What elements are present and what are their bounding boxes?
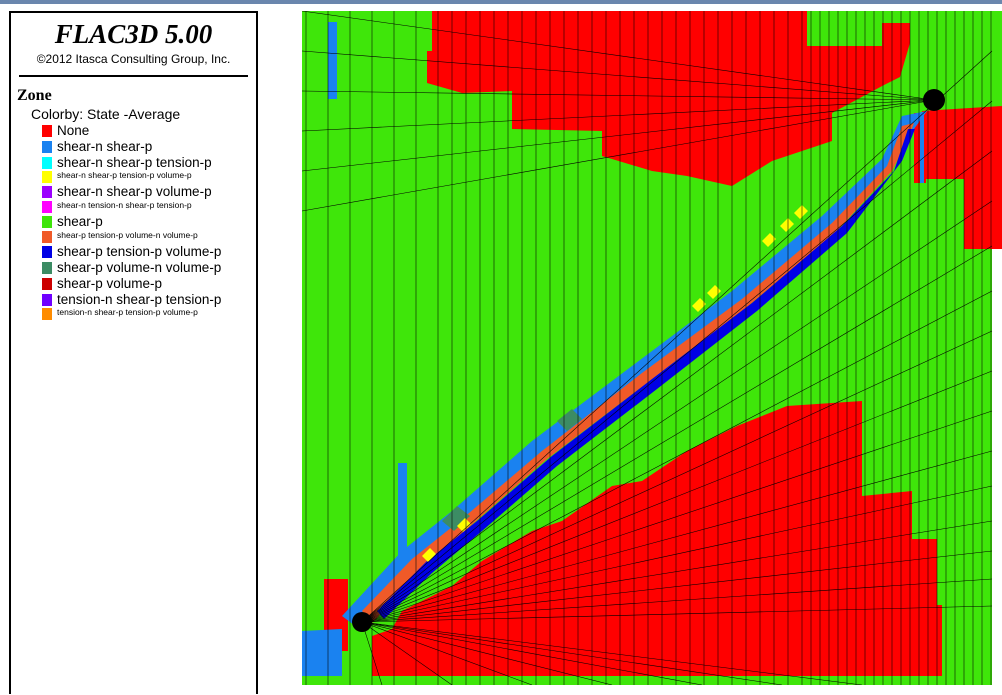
left-tunnel-blue xyxy=(302,629,342,676)
legend-divider xyxy=(19,75,248,77)
legend-swatch xyxy=(42,308,52,320)
shear-band-orange xyxy=(362,123,914,623)
legend-entry: shear-n tension-n shear-p tension-p xyxy=(42,199,257,213)
mesh-line xyxy=(361,621,863,685)
band-volume-n-2 xyxy=(557,409,582,431)
mesh-line xyxy=(361,621,613,685)
band-yellow-6 xyxy=(780,218,794,232)
legend-swatch xyxy=(42,216,52,228)
legend-label: shear-p tension-p volume-p xyxy=(57,244,222,259)
app-title: FLAC3D 5.00 xyxy=(54,19,213,49)
right-margin xyxy=(992,249,1002,685)
legend-label: shear-p volume-n volume-p xyxy=(57,260,222,275)
legend-label: shear-p xyxy=(57,214,103,229)
legend-label: shear-n shear-p volume-p xyxy=(57,184,212,199)
legend-entry: shear-p tension-p volume-p xyxy=(42,244,257,259)
legend-entry: shear-p volume-p xyxy=(42,276,257,291)
legend-entry: shear-p xyxy=(42,214,257,229)
left-lower-blue xyxy=(398,463,407,563)
legend-entry: None xyxy=(42,123,257,138)
mesh-grid xyxy=(302,11,993,685)
legend-swatch xyxy=(42,246,52,258)
failure-region-top-strip xyxy=(542,103,662,123)
band-yellow-2 xyxy=(457,518,471,532)
colorby-label: Colorby: State -Average xyxy=(31,106,181,122)
mesh-line xyxy=(361,621,703,685)
mesh-line xyxy=(361,485,993,623)
left-column-blue xyxy=(328,22,337,99)
legend-swatch xyxy=(42,171,52,183)
legend-swatch xyxy=(42,294,52,306)
mesh-line xyxy=(361,410,993,623)
copyright-text: ©2012 Itasca Consulting Group, Inc. xyxy=(36,52,231,66)
mesh-line xyxy=(361,621,453,685)
legend-label: shear-n shear-p tension-p volume-p xyxy=(57,170,192,180)
mesh-line xyxy=(361,520,993,623)
mesh-line xyxy=(361,200,993,623)
mesh-line xyxy=(361,370,993,623)
legend-entry: shear-n shear-p volume-p xyxy=(42,184,257,199)
legend-entry: shear-p tension-p volume-n volume-p xyxy=(42,229,257,243)
mesh-line xyxy=(302,99,935,172)
legend-swatch xyxy=(42,231,52,243)
mesh-line xyxy=(361,578,993,623)
window-top-border xyxy=(0,0,1002,4)
mesh-line xyxy=(361,621,533,685)
mesh-line xyxy=(361,150,993,623)
legend-swatch xyxy=(42,278,52,290)
legend-label: tension-n shear-p tension-p xyxy=(57,292,222,307)
legend-label: shear-p volume-p xyxy=(57,276,163,291)
legend-swatch xyxy=(42,186,52,198)
legend-swatch xyxy=(42,125,52,137)
legend-entry: tension-n shear-p tension-p xyxy=(42,292,257,307)
zone-state-plot[interactable] xyxy=(302,11,1002,685)
legend-entry: shear-n shear-p tension-p xyxy=(42,155,257,170)
mesh-line xyxy=(361,550,993,623)
mesh-line xyxy=(361,330,993,623)
mesh-line xyxy=(361,50,993,623)
mesh-line xyxy=(361,245,993,623)
mesh-line xyxy=(361,621,383,685)
mesh-line xyxy=(361,450,993,623)
mesh-line xyxy=(302,99,935,132)
legend-entry: shear-n shear-p xyxy=(42,139,257,154)
band-yellow-1 xyxy=(422,548,436,562)
band-yellow-3 xyxy=(692,298,706,312)
failure-region-bottom xyxy=(372,401,942,676)
band-yellow-4 xyxy=(707,285,721,299)
legend-label: shear-n shear-p xyxy=(57,139,153,154)
legend-label: tension-n shear-p tension-p volume-p xyxy=(57,307,198,317)
legend-entry: shear-p volume-n volume-p xyxy=(42,260,257,275)
band-volume-n-1 xyxy=(442,506,470,531)
legend-swatch xyxy=(42,157,52,169)
legend-entry: tension-n shear-p tension-p volume-p xyxy=(42,306,257,320)
shear-band-outer xyxy=(342,111,927,631)
mesh-line xyxy=(302,50,935,101)
model-view xyxy=(302,11,1002,685)
legend-panel: FLAC3D 5.00 ©2012 Itasca Consulting Grou… xyxy=(9,11,258,694)
mesh-line xyxy=(361,605,993,623)
legend-entry: shear-n shear-p tension-p volume-p xyxy=(42,169,257,183)
mesh-line xyxy=(361,290,993,623)
legend-swatch xyxy=(42,201,52,213)
shear-band-core xyxy=(377,129,915,619)
legend-label: shear-n tension-n shear-p tension-p xyxy=(57,200,192,210)
legend-label: shear-n shear-p tension-p xyxy=(57,155,212,170)
legend-swatch xyxy=(42,141,52,153)
mesh-line xyxy=(302,99,935,212)
legend-label: None xyxy=(57,123,90,138)
mesh-line xyxy=(302,11,935,101)
band-yellow-5 xyxy=(762,233,776,247)
tunnel-right-blue xyxy=(920,113,924,183)
legend-label: shear-p tension-p volume-n volume-p xyxy=(57,230,198,240)
band-yellow-7 xyxy=(794,205,808,219)
mesh-line xyxy=(361,100,993,623)
mesh-line xyxy=(361,621,783,685)
zone-heading: Zone xyxy=(17,87,52,104)
legend-swatch xyxy=(42,262,52,274)
failure-region-top xyxy=(427,11,910,186)
mesh-line xyxy=(302,90,935,101)
